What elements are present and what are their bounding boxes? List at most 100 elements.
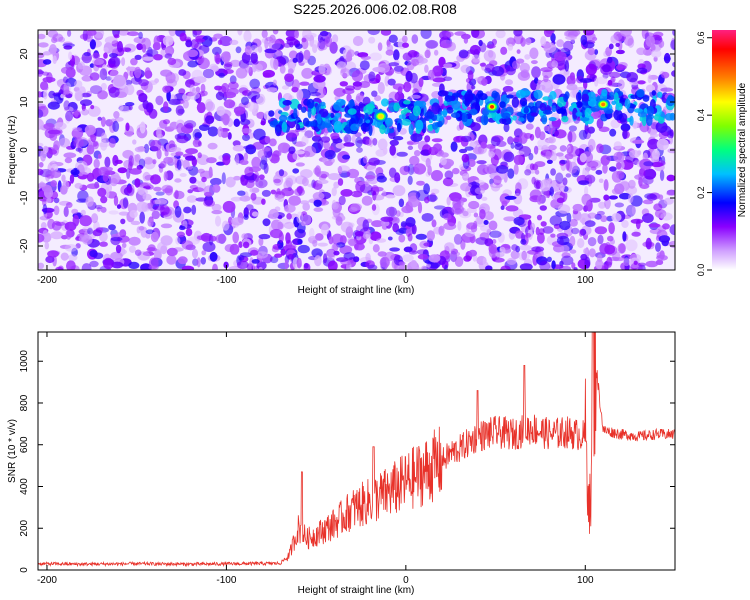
- snr-x-label: Height of straight line (km): [298, 585, 415, 596]
- heatmap-cell: [655, 84, 668, 95]
- heatmap-cell: [337, 165, 350, 173]
- heatmap-cell: [76, 198, 89, 203]
- snr-y-label: SNR (10 * v/v): [7, 419, 18, 483]
- heatmap-cell: [262, 69, 275, 78]
- heatmap-cell: [87, 227, 93, 235]
- heatmap-cell: [668, 240, 675, 248]
- heatmap-cell: [530, 112, 538, 117]
- heatmap-cell: [386, 206, 397, 217]
- heatmap-cell: [178, 88, 186, 95]
- heatmap-cell: [64, 106, 74, 112]
- heatmap-cell: [134, 146, 146, 153]
- heatmap-cell: [367, 264, 378, 270]
- heatmap-cell: [602, 163, 608, 174]
- heatmap-cell: [151, 210, 160, 220]
- heatmap-cell: [542, 96, 551, 101]
- heatmap-cell: [164, 150, 169, 157]
- heatmap-cell: [566, 146, 580, 157]
- heatmap-cell: [354, 231, 364, 237]
- heatmap-cell: [277, 194, 285, 202]
- heatmap-cell: [446, 196, 451, 206]
- heatmap-cell: [515, 182, 522, 194]
- heatmap-cell: [407, 175, 413, 185]
- heatmap-cell: [272, 79, 277, 86]
- heatmap-cell: [299, 200, 310, 205]
- heatmap-cell: [399, 165, 410, 176]
- heatmap-cell: [666, 96, 675, 107]
- heatmap-cell: [128, 245, 136, 253]
- heatmap-cell: [72, 127, 83, 132]
- heatmap-cell: [588, 248, 596, 258]
- heatmap-cell: [346, 168, 360, 179]
- heatmap-cell: [154, 198, 168, 205]
- heatmap-cell: [432, 65, 444, 77]
- heatmap-cell: [121, 242, 127, 248]
- heatmap-cell: [38, 33, 46, 40]
- heatmap-cell: [476, 160, 487, 165]
- heatmap-cell: [196, 235, 210, 241]
- heatmap-cell: [97, 116, 102, 121]
- heatmap-cell: [596, 76, 608, 85]
- heatmap-cell: [402, 52, 413, 61]
- heatmap-cell: [251, 156, 262, 169]
- heatmap-cell: [140, 182, 152, 187]
- heatmap-cell: [342, 154, 351, 160]
- heatmap-cell: [594, 77, 599, 87]
- heatmap-cell: [393, 102, 400, 112]
- heatmap-cell: [424, 135, 431, 143]
- heatmap-cell: [92, 58, 104, 65]
- heatmap-cell: [579, 153, 587, 163]
- heatmap-cell: [185, 39, 193, 48]
- heatmap-cell: [153, 249, 162, 261]
- heatmap-cell: [258, 237, 264, 247]
- heatmap-cell: [485, 265, 493, 270]
- heatmap-cell: [548, 98, 553, 107]
- heatmap-cell: [344, 134, 352, 144]
- heatmap-cell: [488, 50, 494, 58]
- heatmap-cell: [546, 256, 552, 263]
- heatmap-cell: [425, 171, 431, 177]
- heatmap-cell: [386, 44, 394, 52]
- heatmap-cell: [513, 33, 524, 45]
- heatmap-cell: [460, 182, 473, 192]
- heatmap-cell: [583, 248, 589, 255]
- heatmap-cell: [630, 262, 643, 270]
- spectrogram-y-label: Frequency (Hz): [7, 116, 18, 185]
- heatmap-cell: [604, 244, 616, 255]
- heatmap-cell: [611, 100, 617, 106]
- heatmap-cell: [653, 31, 664, 38]
- heatmap-cell: [42, 76, 56, 83]
- heatmap-cell: [389, 247, 400, 252]
- heatmap-cell: [657, 160, 666, 167]
- heatmap-cell: [354, 242, 365, 251]
- heatmap-cell: [440, 90, 449, 96]
- heatmap-cell: [202, 241, 216, 252]
- heatmap-cell: [488, 151, 496, 158]
- heatmap-cell: [235, 153, 240, 166]
- heatmap-cell: [337, 178, 344, 186]
- heatmap-cell: [187, 189, 193, 194]
- heatmap-cell: [256, 111, 266, 119]
- heatmap-cell: [301, 135, 309, 146]
- heatmap-cell: [44, 85, 49, 91]
- heatmap-cell: [463, 36, 469, 44]
- heatmap-cell: [90, 104, 95, 110]
- x-tick-label: -100: [216, 575, 236, 586]
- heatmap-cell: [650, 133, 659, 138]
- heatmap-cell: [663, 52, 671, 64]
- heatmap-cell: [239, 159, 249, 165]
- heatmap-cell: [272, 174, 284, 186]
- heatmap-cell: [578, 129, 588, 140]
- heatmap-cell: [127, 31, 139, 37]
- heatmap-cell: [578, 180, 590, 186]
- heatmap-cell: [438, 94, 443, 107]
- heatmap-cell: [339, 245, 353, 255]
- heatmap-cell: [80, 99, 93, 106]
- heatmap-cell: [468, 200, 480, 210]
- heatmap-cell: [401, 118, 412, 126]
- heatmap-cell: [620, 123, 631, 132]
- heatmap-cell: [52, 55, 57, 64]
- heatmap-cell: [551, 260, 556, 270]
- heatmap-cell: [176, 231, 185, 238]
- heatmap-cell: [238, 241, 243, 249]
